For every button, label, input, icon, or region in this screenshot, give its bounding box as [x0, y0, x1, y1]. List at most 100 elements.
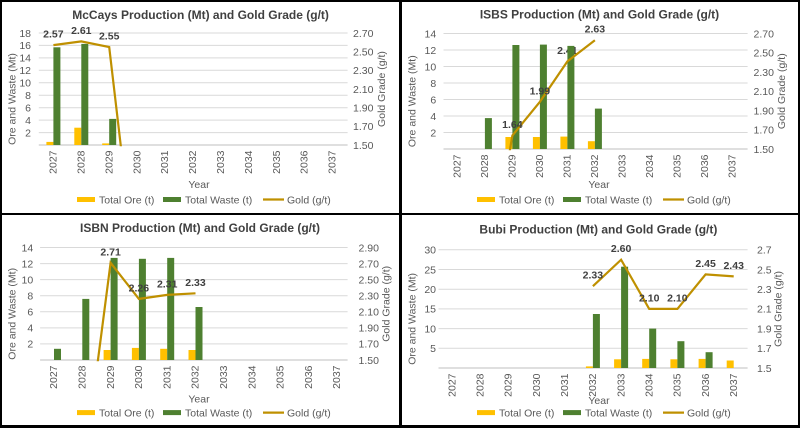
svg-text:2029: 2029	[105, 365, 117, 389]
svg-text:2.55: 2.55	[99, 31, 120, 43]
svg-text:1.50: 1.50	[754, 144, 775, 156]
svg-text:16: 16	[19, 40, 31, 52]
svg-text:2.60: 2.60	[611, 243, 632, 255]
svg-text:Gold Grade (g/t): Gold Grade (g/t)	[381, 266, 393, 342]
svg-text:1.70: 1.70	[754, 125, 775, 137]
svg-text:4: 4	[27, 323, 33, 335]
svg-text:2: 2	[25, 127, 31, 139]
svg-text:2033: 2033	[617, 154, 629, 178]
svg-text:2.10: 2.10	[754, 86, 775, 98]
svg-text:2.70: 2.70	[359, 258, 380, 270]
svg-text:2.10: 2.10	[359, 307, 380, 319]
svg-text:Gold Grade (g/t): Gold Grade (g/t)	[776, 53, 788, 129]
svg-text:Ore and Waste (Mt): Ore and Waste (Mt)	[7, 53, 19, 145]
svg-text:2029: 2029	[507, 154, 519, 178]
svg-text:2037: 2037	[331, 365, 343, 389]
svg-text:2029: 2029	[503, 373, 515, 397]
svg-text:2031: 2031	[559, 373, 571, 397]
svg-text:2.70: 2.70	[353, 28, 374, 40]
svg-text:2.57: 2.57	[43, 29, 64, 41]
svg-text:Ore and Waste (Mt): Ore and Waste (Mt)	[7, 268, 19, 360]
svg-text:2.63: 2.63	[585, 24, 606, 36]
svg-text:2037: 2037	[327, 150, 339, 174]
svg-text:2035: 2035	[271, 150, 283, 174]
svg-text:ISBS Production (Mt) and Gold: ISBS Production (Mt) and Gold Grade (g/t…	[480, 7, 719, 21]
svg-text:2030: 2030	[131, 150, 143, 174]
svg-text:2035: 2035	[672, 154, 684, 178]
svg-text:1.90: 1.90	[353, 103, 374, 115]
svg-text:2035: 2035	[275, 365, 287, 389]
svg-text:Year: Year	[588, 395, 610, 407]
svg-text:1.50: 1.50	[359, 355, 380, 367]
svg-text:10: 10	[22, 274, 34, 286]
svg-text:2030: 2030	[133, 365, 145, 389]
svg-text:2034: 2034	[644, 154, 656, 178]
svg-text:15: 15	[424, 304, 436, 316]
svg-text:2.30: 2.30	[353, 65, 374, 77]
svg-text:2036: 2036	[299, 150, 311, 174]
svg-text:18: 18	[19, 28, 31, 40]
svg-text:2030: 2030	[534, 154, 546, 178]
svg-text:5: 5	[430, 343, 436, 355]
svg-text:4: 4	[430, 111, 436, 123]
svg-text:1.50: 1.50	[353, 140, 374, 152]
svg-text:2034: 2034	[246, 365, 258, 389]
svg-text:Gold (g/t): Gold (g/t)	[687, 407, 731, 419]
svg-text:2033: 2033	[215, 150, 227, 174]
svg-text:ISBN Production (Mt) and Gold: ISBN Production (Mt) and Gold Grade (g/t…	[80, 221, 320, 235]
svg-text:Ore and Waste (Mt): Ore and Waste (Mt)	[407, 273, 419, 365]
svg-text:2036: 2036	[303, 365, 315, 389]
svg-text:2.26: 2.26	[129, 282, 150, 294]
svg-text:2033: 2033	[615, 373, 627, 397]
svg-text:2033: 2033	[218, 365, 230, 389]
svg-text:1.5: 1.5	[757, 363, 772, 375]
svg-text:1.70: 1.70	[353, 121, 374, 133]
svg-text:30: 30	[424, 245, 436, 257]
svg-text:Total Waste (t): Total Waste (t)	[585, 407, 652, 419]
svg-text:2: 2	[430, 127, 436, 139]
svg-text:2031: 2031	[161, 365, 173, 389]
svg-text:1.7: 1.7	[757, 343, 772, 355]
svg-text:2.33: 2.33	[583, 270, 604, 282]
svg-text:Total Waste (t): Total Waste (t)	[185, 407, 252, 419]
svg-text:2.45: 2.45	[695, 258, 716, 270]
svg-text:2.43: 2.43	[723, 260, 744, 272]
svg-text:10: 10	[19, 78, 31, 90]
svg-text:1.64: 1.64	[502, 119, 523, 131]
svg-text:2031: 2031	[159, 150, 171, 174]
svg-text:2.1: 2.1	[757, 304, 772, 316]
svg-text:8: 8	[27, 291, 33, 303]
svg-text:2.10: 2.10	[639, 292, 660, 304]
svg-text:2032: 2032	[587, 373, 599, 397]
svg-text:12: 12	[19, 65, 31, 77]
svg-text:25: 25	[424, 264, 436, 276]
svg-text:Year: Year	[588, 179, 610, 191]
svg-text:6: 6	[25, 103, 31, 115]
svg-text:2032: 2032	[190, 365, 202, 389]
svg-text:14: 14	[19, 53, 31, 65]
svg-text:2.3: 2.3	[757, 284, 772, 296]
svg-text:Gold (g/t): Gold (g/t)	[687, 194, 731, 206]
svg-text:2.33: 2.33	[185, 277, 206, 289]
svg-text:Gold (g/t): Gold (g/t)	[287, 194, 331, 206]
svg-text:2027: 2027	[452, 154, 464, 178]
svg-text:2.10: 2.10	[667, 292, 688, 304]
svg-text:Total Ore (t): Total Ore (t)	[99, 407, 154, 419]
svg-text:Total Ore (t): Total Ore (t)	[99, 194, 154, 206]
svg-text:2.50: 2.50	[754, 48, 775, 60]
svg-text:2.10: 2.10	[353, 84, 374, 96]
svg-text:2036: 2036	[700, 373, 712, 397]
svg-text:2.50: 2.50	[353, 47, 374, 59]
svg-text:2030: 2030	[531, 373, 543, 397]
svg-text:14: 14	[22, 242, 34, 254]
svg-text:2035: 2035	[672, 373, 684, 397]
svg-text:20: 20	[424, 284, 436, 296]
svg-text:2: 2	[27, 339, 33, 351]
svg-text:2.50: 2.50	[359, 274, 380, 286]
svg-text:Total Ore (t): Total Ore (t)	[499, 194, 554, 206]
svg-text:2.31: 2.31	[157, 278, 178, 290]
svg-text:2029: 2029	[103, 150, 115, 174]
svg-text:Ore and Waste (Mt): Ore and Waste (Mt)	[407, 55, 419, 147]
svg-text:1.90: 1.90	[359, 323, 380, 335]
svg-text:8: 8	[430, 78, 436, 90]
